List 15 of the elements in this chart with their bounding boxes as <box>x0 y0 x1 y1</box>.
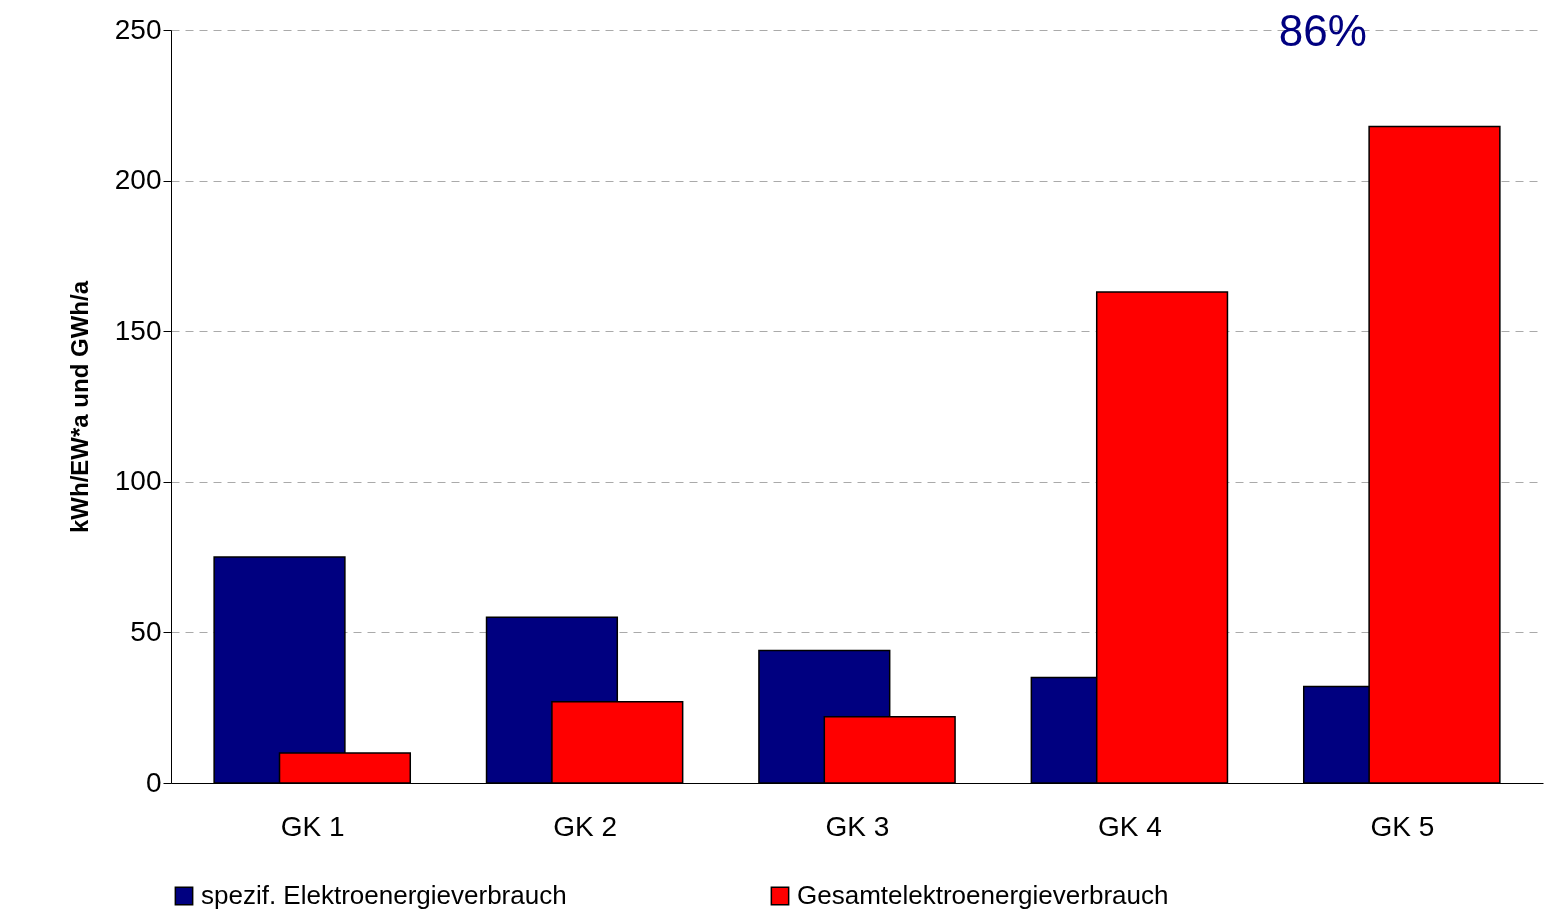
y-tick-label: 0 <box>145 766 162 798</box>
y-tick-label: 100 <box>114 465 162 497</box>
legend-label: Gesamtelektroenergieverbrauch <box>797 880 1169 910</box>
x-tick-label: GK 1 <box>280 810 345 842</box>
x-tick-label: GK 3 <box>825 810 890 842</box>
legend-label: spezif. Elektroenergieverbrauch <box>201 880 567 910</box>
y-tick-label: 200 <box>114 164 162 196</box>
y-tick-label: 250 <box>114 13 162 45</box>
x-tick-label: GK 4 <box>1097 810 1162 842</box>
y-axis-title: kWh/EW*a und GWh/a <box>65 280 93 533</box>
x-tick-label: GK 5 <box>1370 810 1435 842</box>
y-tick-label: 50 <box>130 615 162 647</box>
y-tick-label: 150 <box>114 314 162 346</box>
x-tick-label: GK 2 <box>553 810 618 842</box>
annotation: 86% <box>1278 6 1367 55</box>
